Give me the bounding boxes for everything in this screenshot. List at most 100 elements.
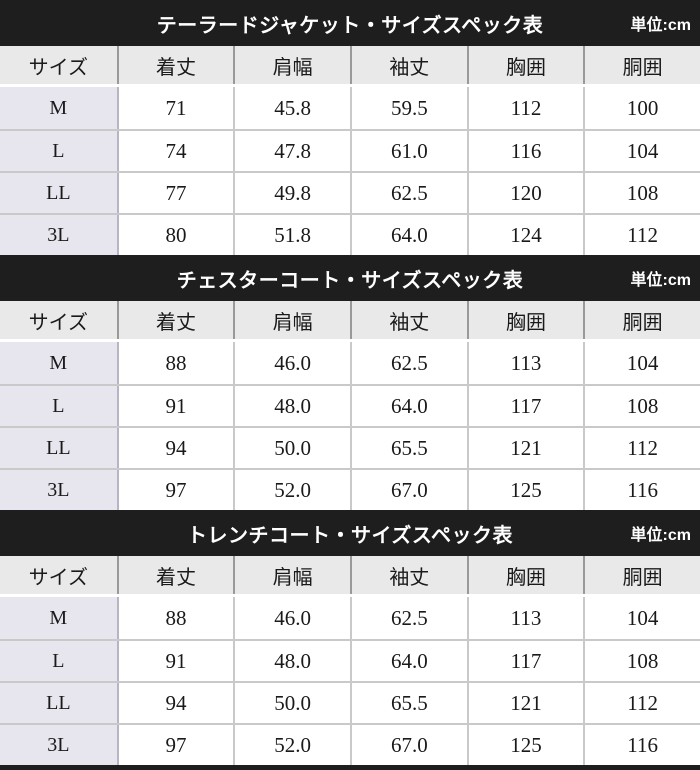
- column-header: サイズ: [28, 311, 89, 334]
- table-row: M 88 46.0 62.5 113 104: [0, 342, 700, 384]
- value-cell: 64.0: [349, 215, 467, 255]
- value-cell: 125: [466, 470, 584, 510]
- value-cell: 48.0: [233, 641, 350, 681]
- value-cell: 108: [583, 173, 700, 213]
- column-header: 着丈: [116, 301, 234, 339]
- value-cell: 45.8: [233, 87, 350, 129]
- value-cell: 48.0: [233, 386, 350, 426]
- unit-label: 単位:cm: [630, 272, 691, 289]
- value-cell: 116: [583, 725, 700, 765]
- table-row: 3L 97 52.0 67.0 125 116: [0, 468, 700, 510]
- table-title-bar: テーラードジャケット・サイズスペック表 単位:cm: [0, 0, 700, 46]
- size-table-tailored-jacket: テーラードジャケット・サイズスペック表 単位:cm サイズ 着丈 肩幅 袖丈 胸囲 胴囲 …: [0, 0, 700, 255]
- value-cell: 116: [583, 470, 700, 510]
- value-cell: 117: [466, 386, 584, 426]
- value-cell: 112: [583, 428, 700, 468]
- unit-label: 単位:cm: [630, 17, 691, 34]
- size-cell: L: [0, 641, 117, 681]
- table-row: M 88 46.0 62.5 113 104: [0, 597, 700, 639]
- value-cell: 116: [466, 131, 584, 171]
- value-cell: 97: [116, 725, 234, 765]
- value-cell: 50.0: [233, 428, 350, 468]
- value-cell: 64.0: [349, 386, 467, 426]
- value-cell: 108: [583, 641, 700, 681]
- column-header: 肩幅: [233, 301, 350, 339]
- value-cell: 62.5: [349, 173, 467, 213]
- size-cell: M: [0, 342, 117, 384]
- table-body: M 71 45.8 59.5 112 100 L 74 47.8 61.0 116 104 LL 77 49…: [0, 87, 700, 255]
- value-cell: 77: [116, 173, 234, 213]
- table-row: LL 94 50.0 65.5 121 112: [0, 681, 700, 723]
- value-cell: 91: [116, 641, 234, 681]
- table-title: チェスターコート・サイズスペック表: [176, 269, 524, 292]
- column-header: 肩幅: [233, 556, 350, 594]
- size-cell: L: [0, 131, 117, 171]
- value-cell: 46.0: [233, 342, 350, 384]
- value-cell: 112: [466, 87, 584, 129]
- value-cell: 120: [466, 173, 584, 213]
- table-body: M 88 46.0 62.5 113 104 L 91 48.0 64.0 117 108 LL 94 50…: [0, 597, 700, 765]
- value-cell: 59.5: [349, 87, 467, 129]
- value-cell: 91: [116, 386, 234, 426]
- size-cell: LL: [0, 683, 117, 723]
- value-cell: 112: [583, 683, 700, 723]
- table-row: M 71 45.8 59.5 112 100: [0, 87, 700, 129]
- size-cell: M: [0, 597, 117, 639]
- value-cell: 62.5: [349, 342, 467, 384]
- table-title-bar: チェスターコート・サイズスペック表 単位:cm: [0, 255, 700, 301]
- column-header: 袖丈: [349, 556, 467, 594]
- value-cell: 49.8: [233, 173, 350, 213]
- value-cell: 50.0: [233, 683, 350, 723]
- value-cell: 67.0: [349, 725, 467, 765]
- value-cell: 80: [116, 215, 234, 255]
- value-cell: 97: [116, 470, 234, 510]
- column-header-row: サイズ 着丈 肩幅 袖丈 胸囲 胴囲: [0, 556, 700, 597]
- column-header: 着丈: [116, 46, 234, 84]
- value-cell: 74: [116, 131, 234, 171]
- value-cell: 65.5: [349, 428, 467, 468]
- size-table-trench-coat: トレンチコート・サイズスペック表 単位:cm サイズ 着丈 肩幅 袖丈 胸囲 胴囲 M 88…: [0, 510, 700, 770]
- value-cell: 88: [116, 597, 234, 639]
- value-cell: 112: [583, 215, 700, 255]
- value-cell: 124: [466, 215, 584, 255]
- value-cell: 67.0: [349, 470, 467, 510]
- column-header: 胸囲: [466, 46, 584, 84]
- column-header: 胸囲: [466, 301, 584, 339]
- table-title: トレンチコート・サイズスペック表: [187, 524, 513, 547]
- value-cell: 62.5: [349, 597, 467, 639]
- column-header: 胴囲: [583, 556, 700, 594]
- value-cell: 104: [583, 597, 700, 639]
- value-cell: 104: [583, 131, 700, 171]
- value-cell: 113: [466, 597, 584, 639]
- table-row: L 91 48.0 64.0 117 108: [0, 639, 700, 681]
- value-cell: 88: [116, 342, 234, 384]
- table-row: LL 77 49.8 62.5 120 108: [0, 171, 700, 213]
- table-body: M 88 46.0 62.5 113 104 L 91 48.0 64.0 117 108 LL 94 50…: [0, 342, 700, 510]
- unit-label: 単位:cm: [630, 527, 691, 544]
- value-cell: 52.0: [233, 725, 350, 765]
- table-row: 3L 97 52.0 67.0 125 116: [0, 723, 700, 765]
- column-header: サイズ: [28, 56, 89, 79]
- value-cell: 52.0: [233, 470, 350, 510]
- value-cell: 61.0: [349, 131, 467, 171]
- value-cell: 104: [583, 342, 700, 384]
- value-cell: 71: [116, 87, 234, 129]
- table-title-bar: トレンチコート・サイズスペック表 単位:cm: [0, 510, 700, 556]
- value-cell: 94: [116, 683, 234, 723]
- column-header: 肩幅: [233, 46, 350, 84]
- size-cell: M: [0, 87, 117, 129]
- column-header: 袖丈: [349, 46, 467, 84]
- column-header: 胴囲: [583, 46, 700, 84]
- value-cell: 108: [583, 386, 700, 426]
- table-title: テーラードジャケット・サイズスペック表: [156, 14, 544, 37]
- size-cell: 3L: [0, 470, 117, 510]
- value-cell: 46.0: [233, 597, 350, 639]
- column-header: 胴囲: [583, 301, 700, 339]
- value-cell: 100: [583, 87, 700, 129]
- column-header-row: サイズ 着丈 肩幅 袖丈 胸囲 胴囲: [0, 301, 700, 342]
- value-cell: 51.8: [233, 215, 350, 255]
- value-cell: 64.0: [349, 641, 467, 681]
- value-cell: 47.8: [233, 131, 350, 171]
- value-cell: 125: [466, 725, 584, 765]
